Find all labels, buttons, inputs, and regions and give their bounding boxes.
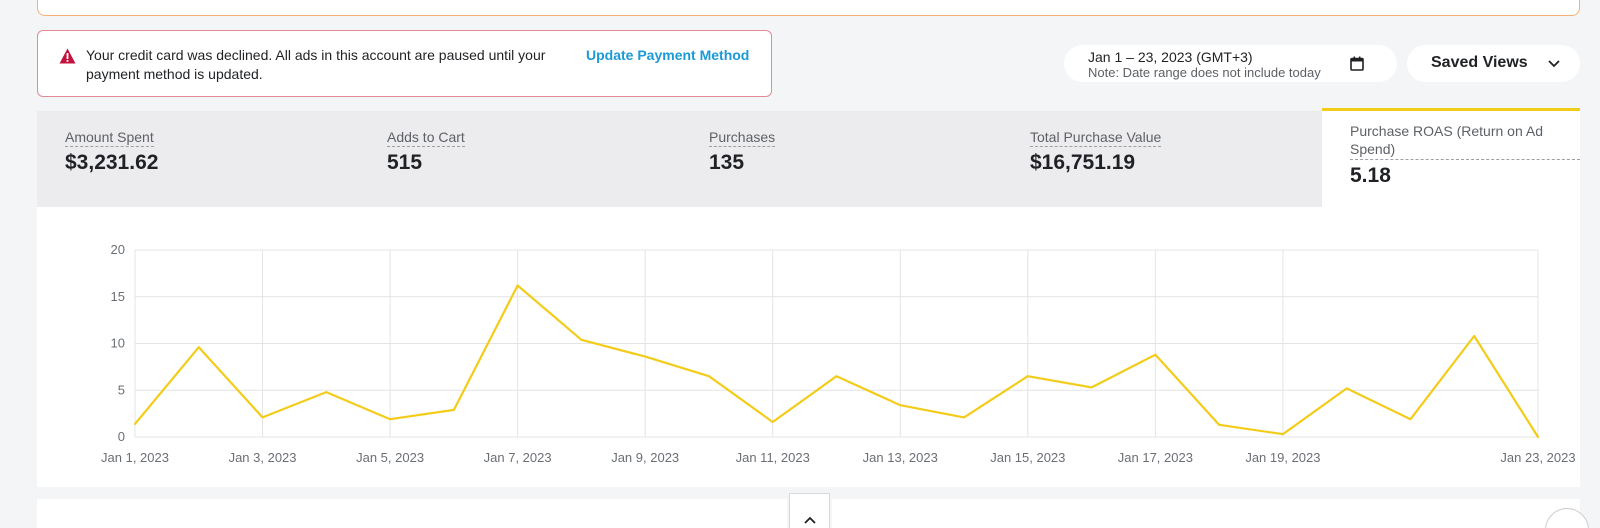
bottom-panel-left (37, 499, 787, 528)
metrics-bar: Amount Spent $3,231.62 Adds to Cart 515 … (37, 108, 1580, 212)
metric-label: Total Purchase Value (1030, 129, 1162, 147)
top-notification-banner (37, 0, 1580, 16)
x-tick-label: Jan 1, 2023 (101, 450, 169, 465)
roas-chart-card: 0 5 10 15 20 Jan 1, 2023 Jan 3, 2023 Jan 5, 202… (37, 207, 1580, 487)
metric-label: Adds to Cart (387, 129, 465, 147)
date-range-label: Jan 1 – 23, 2023 (GMT+3) (1088, 49, 1253, 65)
y-tick-label: 5 (118, 382, 125, 397)
panel-toggle-button[interactable] (789, 493, 830, 528)
x-tick-label: Jan 13, 2023 (863, 450, 938, 465)
chevron-up-icon (804, 516, 816, 524)
y-tick-label: 0 (118, 429, 125, 444)
payment-declined-alert: Your credit card was declined. All ads i… (37, 30, 772, 97)
metric-label: Purchases (709, 129, 776, 147)
y-tick-label: 10 (111, 336, 125, 351)
x-tick-label: Jan 7, 2023 (484, 450, 552, 465)
y-tick-label: 15 (111, 289, 125, 304)
metric-value: 135 (709, 151, 745, 174)
x-tick-label: Jan 5, 2023 (356, 450, 424, 465)
warning-icon (59, 48, 76, 64)
metric-label: Purchase ROAS (Return on Ad Spend) (1350, 122, 1580, 160)
calendar-icon (1350, 56, 1364, 71)
alert-message: Your credit card was declined. All ads i… (86, 47, 546, 82)
metric-value: $3,231.62 (65, 151, 159, 174)
series-line-roas (133, 284, 1540, 439)
date-range-note: Note: Date range does not include today (1088, 65, 1321, 80)
update-payment-method-link[interactable]: Update Payment Method (586, 47, 750, 63)
x-tick-label: Jan 17, 2023 (1118, 450, 1193, 465)
saved-views-dropdown[interactable]: Saved Views (1407, 45, 1580, 82)
metric-total-purchase-value[interactable]: Total Purchase Value $16,751.19 (1030, 129, 1162, 175)
y-tick-label: 20 (111, 242, 125, 257)
roas-line-chart: 0 5 10 15 20 Jan 1, 2023 Jan 3, 2023 Jan 5, 202… (101, 242, 1576, 465)
metric-purchase-roas[interactable]: Purchase ROAS (Return on Ad Spend) 5.18 (1322, 108, 1580, 212)
chevron-down-icon (1548, 60, 1560, 68)
x-tick-label: Jan 23, 2023 (1500, 450, 1575, 465)
bottom-panel-right (832, 499, 1580, 528)
x-tick-label: Jan 15, 2023 (990, 450, 1065, 465)
metric-value: 515 (387, 151, 423, 174)
saved-views-label: Saved Views (1431, 54, 1528, 71)
date-range-picker[interactable]: Jan 1 – 23, 2023 (GMT+3) Note: Date rang… (1064, 45, 1397, 82)
metric-value: 5.18 (1350, 164, 1391, 187)
x-tick-label: Jan 9, 2023 (611, 450, 679, 465)
metric-label: Amount Spent (65, 129, 154, 147)
x-tick-label: Jan 19, 2023 (1245, 450, 1320, 465)
x-tick-label: Jan 3, 2023 (229, 450, 297, 465)
x-tick-label: Jan 11, 2023 (736, 450, 810, 465)
metric-purchases[interactable]: Purchases 135 (709, 129, 776, 175)
metric-adds-to-cart[interactable]: Adds to Cart 515 (387, 129, 465, 175)
metric-value: $16,751.19 (1030, 151, 1136, 174)
metric-amount-spent[interactable]: Amount Spent $3,231.62 (65, 129, 158, 175)
